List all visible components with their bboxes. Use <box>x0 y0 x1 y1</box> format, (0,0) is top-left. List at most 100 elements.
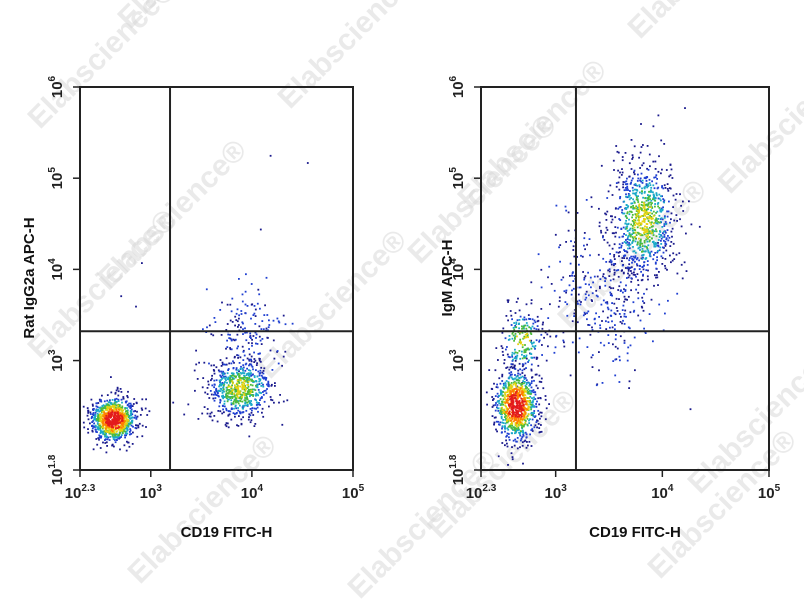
event-dot <box>660 195 662 198</box>
event-dot <box>226 372 229 375</box>
watermark-text: Elabscience® <box>22 203 184 365</box>
event-dot <box>604 212 606 215</box>
event-dot <box>578 286 581 289</box>
event-dot <box>106 420 108 423</box>
event-dot <box>237 354 240 357</box>
event-dot <box>652 160 655 163</box>
event-dot <box>607 308 610 311</box>
event-dot <box>117 403 120 406</box>
event-dot <box>246 376 248 379</box>
event-dot <box>255 369 257 371</box>
event-dot <box>221 374 224 377</box>
event-dot <box>609 259 612 261</box>
event-dot <box>515 301 518 303</box>
event-dot <box>242 404 244 407</box>
event-dot <box>246 357 249 360</box>
event-dot <box>527 390 530 393</box>
event-dot <box>633 169 636 172</box>
event-dot <box>613 271 616 274</box>
event-dot <box>118 412 121 414</box>
event-dot <box>240 310 243 312</box>
event-dot <box>657 170 660 173</box>
event-dot <box>254 323 257 325</box>
event-dot <box>126 395 129 397</box>
event-dot <box>628 327 631 330</box>
event-dot <box>662 246 664 249</box>
event-dot <box>270 384 273 387</box>
event-dot <box>655 217 658 220</box>
event-dot <box>244 402 246 405</box>
event-dot <box>518 404 521 407</box>
event-dot <box>544 418 547 421</box>
event-dot <box>623 300 626 303</box>
event-dot <box>598 351 600 353</box>
event-dot <box>661 226 664 228</box>
event-dot <box>535 339 538 342</box>
event-dot <box>128 402 130 405</box>
event-dot <box>97 426 99 429</box>
event-dot <box>96 406 99 408</box>
event-dot <box>568 284 571 287</box>
event-dot <box>251 394 253 396</box>
event-dot <box>536 419 539 422</box>
event-dot <box>225 389 228 391</box>
event-dot <box>120 434 123 436</box>
event-dot <box>549 303 551 306</box>
event-dot <box>230 338 233 341</box>
event-dot <box>523 325 525 328</box>
event-dot <box>540 377 543 380</box>
event-dot <box>647 194 649 196</box>
event-dot <box>116 407 119 410</box>
event-dot <box>521 318 524 321</box>
event-dot <box>226 339 228 342</box>
event-dot <box>644 197 646 200</box>
event-dot <box>210 411 213 414</box>
event-dot <box>514 377 516 380</box>
event-dot <box>506 442 508 445</box>
event-dot <box>219 390 221 392</box>
event-dot <box>119 430 122 432</box>
event-dot <box>513 328 516 331</box>
event-dot <box>626 238 629 240</box>
event-dot <box>651 237 653 240</box>
event-dot <box>502 354 505 356</box>
event-dot <box>634 183 637 185</box>
event-dot <box>650 199 653 202</box>
event-dot <box>111 405 114 407</box>
event-dot <box>610 260 613 263</box>
event-dot <box>508 393 511 396</box>
event-dot <box>649 239 651 242</box>
event-dot <box>619 321 622 323</box>
event-dot <box>569 275 571 277</box>
event-dot <box>124 420 126 423</box>
event-dot <box>221 363 224 366</box>
event-dot <box>632 250 635 253</box>
event-dot <box>634 369 636 372</box>
event-dot <box>643 261 646 263</box>
event-dot <box>233 361 235 364</box>
event-dot <box>114 398 116 401</box>
event-dot <box>649 201 652 204</box>
event-dot <box>102 441 104 444</box>
event-dot <box>596 295 599 298</box>
event-dot <box>245 397 248 400</box>
event-dot <box>238 278 240 280</box>
event-dot <box>647 203 650 206</box>
event-dot <box>538 340 540 343</box>
event-dot <box>217 390 220 392</box>
event-dot <box>245 409 248 412</box>
event-dot <box>582 314 585 317</box>
event-dot <box>109 420 112 422</box>
event-dot <box>252 394 255 396</box>
event-dot <box>628 247 631 250</box>
event-dot <box>521 357 524 360</box>
event-dot <box>526 408 529 411</box>
event-dot <box>631 202 634 205</box>
event-dot <box>602 236 604 239</box>
event-dot <box>641 258 644 260</box>
event-dot <box>535 356 538 359</box>
event-dot <box>233 388 236 391</box>
event-dot <box>493 382 495 385</box>
event-dot <box>507 464 509 466</box>
